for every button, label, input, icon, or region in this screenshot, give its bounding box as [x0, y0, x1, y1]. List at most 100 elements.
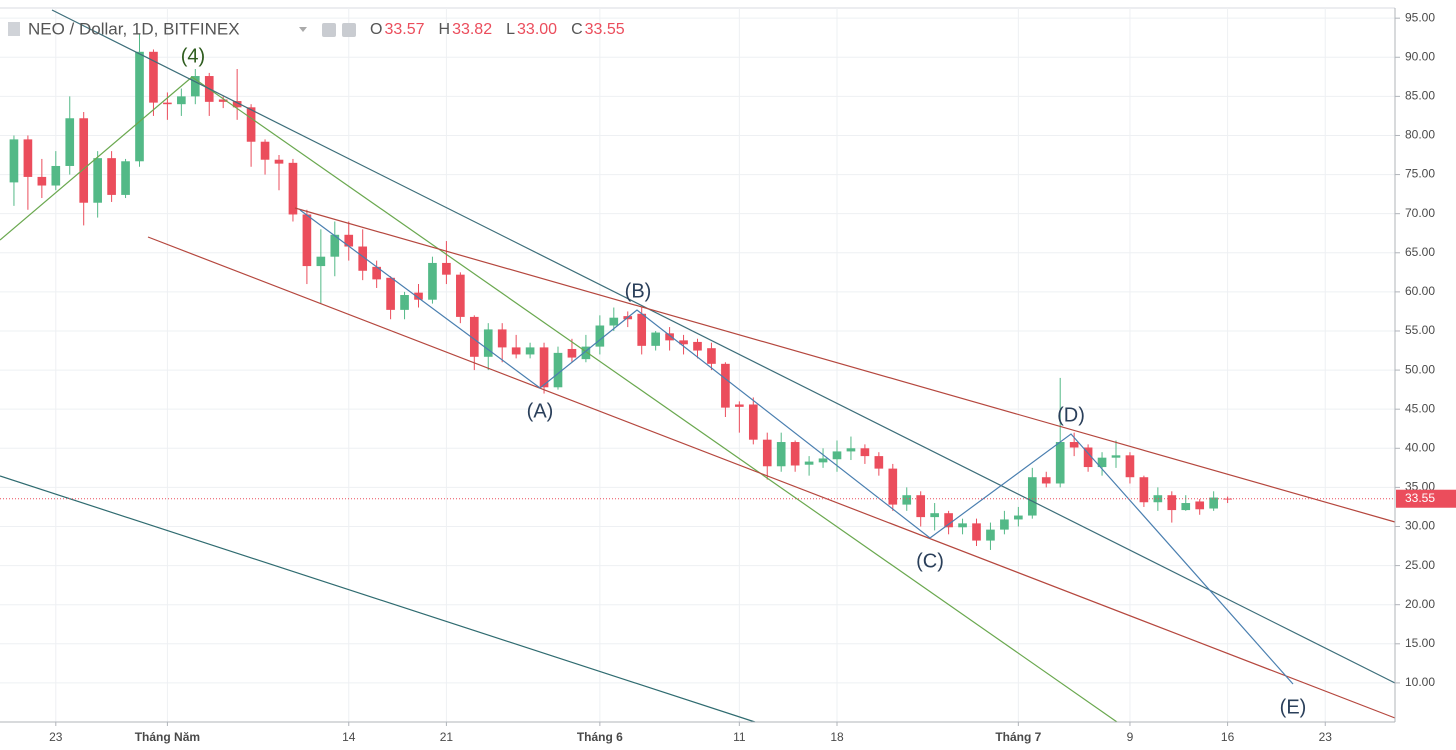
symbol-icon: [8, 22, 20, 36]
candle-body: [400, 295, 409, 310]
candle-body: [260, 141, 270, 160]
candle-body: [944, 513, 953, 528]
candle-body: [386, 277, 395, 310]
candle-body: [1181, 503, 1191, 511]
candle-body: [595, 325, 605, 347]
candle-body: [609, 317, 619, 326]
candle-body: [916, 495, 926, 518]
settings-icon[interactable]: [322, 23, 336, 37]
y-tick-label: 20.00: [1405, 597, 1435, 611]
y-tick-label: 60.00: [1405, 284, 1435, 298]
candle-body: [65, 118, 75, 166]
candle-body: [818, 458, 828, 463]
candle-body: [790, 442, 800, 466]
candle-body: [511, 347, 521, 355]
candle-body: [428, 262, 437, 300]
axes: 95.00 90.00 85.00 80.00 75.00 70.00 65.00 60.00…: [49, 10, 1435, 744]
candle-body: [735, 404, 744, 407]
candle-body: [1000, 519, 1009, 530]
candle-body: [1209, 497, 1218, 509]
y-tick-label: 95.00: [1405, 10, 1435, 24]
y-tick-label: 10.00: [1405, 675, 1435, 689]
candle-body: [274, 159, 284, 164]
legend-key: L: [506, 21, 515, 38]
candle-body: [23, 139, 33, 177]
candle-body: [9, 139, 19, 183]
candle-body: [721, 363, 730, 408]
candle-body: [1139, 477, 1149, 503]
wave-label: (4): [181, 45, 205, 67]
x-tick-label: Tháng Năm: [135, 730, 200, 744]
x-tick-label: 18: [830, 730, 844, 744]
y-tick-label: 55.00: [1405, 323, 1435, 337]
candle-body: [846, 448, 856, 452]
candle-body: [804, 461, 814, 465]
drawings: [0, 9, 1396, 723]
dropdown-arrow[interactable]: [299, 27, 307, 32]
candle-body: [1027, 477, 1037, 516]
candle-body: [776, 442, 786, 467]
x-tick-label: 23: [49, 730, 63, 744]
x-tick-label: 16: [1221, 730, 1235, 744]
candle-body: [1041, 477, 1051, 484]
candle-body: [1111, 455, 1121, 458]
chart-title: NEO / Dollar, 1D, BITFINEX: [28, 19, 240, 38]
trend-line: [294, 207, 1396, 523]
wave-label: (C): [916, 550, 944, 572]
candle-body: [316, 256, 326, 267]
candle-body: [93, 158, 102, 203]
candle-body: [637, 313, 647, 346]
candle-body: [79, 118, 89, 203]
candle-body: [567, 348, 577, 358]
header: NEO / Dollar, 1D, BITFINEX O 33.57 H 33.82 L…: [8, 19, 625, 38]
candle-body: [832, 451, 842, 460]
x-tick-label: 23: [1319, 730, 1333, 744]
y-tick-label: 90.00: [1405, 49, 1435, 63]
y-tick-label: 70.00: [1405, 206, 1435, 220]
trend-line: [191, 76, 1118, 723]
candle-body: [442, 262, 451, 275]
last-price-label: 33.55: [1405, 491, 1435, 505]
candle-body: [177, 96, 186, 105]
candle-body: [149, 51, 158, 103]
candle-body: [218, 99, 228, 102]
candle-body: [1153, 495, 1163, 503]
candle-body: [860, 448, 870, 457]
candle-body: [1069, 442, 1079, 448]
candle-body: [330, 234, 340, 257]
legend-key: C: [571, 21, 583, 38]
y-tick-label: 40.00: [1405, 440, 1435, 454]
candle-body: [762, 439, 772, 467]
candle-body: [874, 456, 884, 469]
annotations: (4) (A) (B) (C) (D) (E): [181, 45, 1307, 718]
legend-key: O: [370, 21, 382, 38]
candle-body: [1083, 447, 1093, 468]
legend-value: 33.00: [517, 21, 557, 38]
candle-body: [902, 495, 912, 505]
candle-body: [232, 101, 242, 108]
last-price-box: [1396, 489, 1456, 508]
settings-icon[interactable]: [342, 23, 356, 37]
candle-body: [163, 102, 172, 105]
candle-body: [693, 341, 702, 351]
candle-body: [986, 529, 995, 541]
y-tick-label: 45.00: [1405, 401, 1435, 415]
candle-body: [1055, 442, 1065, 484]
candle-body: [930, 513, 939, 518]
axis-panel: [1395, 0, 1456, 750]
candle-body: [553, 352, 563, 388]
candle-body: [651, 332, 660, 346]
y-tick-label: 30.00: [1405, 519, 1435, 533]
ohlc-legend: O 33.57 H 33.82 L 33.00 C 33.55: [370, 21, 625, 38]
x-tick-label: 9: [1127, 730, 1134, 744]
y-tick-label: 80.00: [1405, 128, 1435, 142]
candle-body: [888, 468, 898, 505]
wave-label: (D): [1057, 404, 1085, 426]
candle-body: [972, 523, 981, 541]
candle-body: [414, 292, 423, 300]
trend-line: [51, 9, 1396, 684]
candle-body: [135, 51, 144, 162]
candle-body: [372, 266, 381, 280]
candle-body: [302, 214, 312, 267]
